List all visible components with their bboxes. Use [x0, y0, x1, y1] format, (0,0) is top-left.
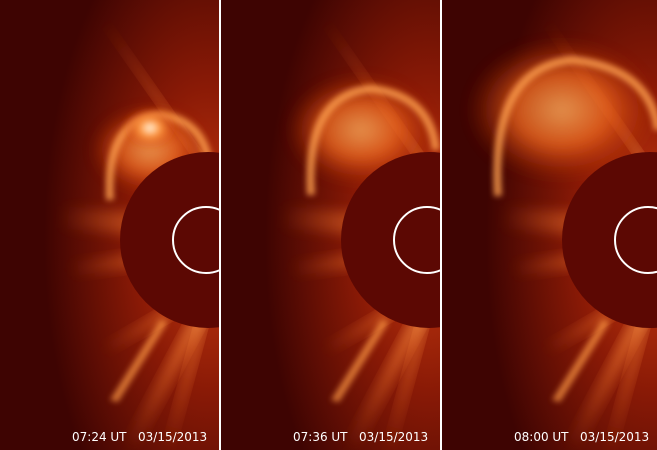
streamer — [343, 297, 435, 450]
sun-outline — [393, 206, 440, 274]
sun-outline — [614, 206, 657, 274]
timestamp-time: 07:24 UT — [72, 430, 127, 444]
cme-loop — [306, 84, 440, 196]
cme-core — [122, 106, 178, 150]
spike — [552, 320, 610, 402]
panel-divider — [219, 0, 221, 450]
cme-loop — [493, 55, 657, 197]
panel-divider — [440, 0, 442, 450]
spike — [331, 320, 389, 402]
streamer — [383, 298, 433, 450]
occulting-disk — [562, 152, 657, 328]
spike — [110, 320, 168, 402]
cme-glow — [466, 38, 657, 182]
timestamp-date: 03/15/2013 — [359, 430, 428, 444]
timestamp-date: 03/15/2013 — [580, 430, 649, 444]
streamer — [122, 297, 214, 450]
occulting-disk — [120, 152, 219, 328]
occulting-disk — [341, 152, 440, 328]
image-panel: 07:24 UT 03/15/2013 — [0, 0, 219, 450]
image-panel: 07:36 UT 03/15/2013 — [221, 0, 440, 450]
streamer — [564, 297, 656, 450]
timestamp-date: 03/15/2013 — [138, 430, 207, 444]
timestamp-time: 08:00 UT — [514, 430, 569, 444]
sun-outline — [172, 206, 219, 274]
image-panel: 08:00 UT 03/15/2013 — [442, 0, 657, 450]
streamer — [604, 298, 654, 450]
streamer — [162, 298, 212, 450]
timestamp-time: 07:36 UT — [293, 430, 348, 444]
